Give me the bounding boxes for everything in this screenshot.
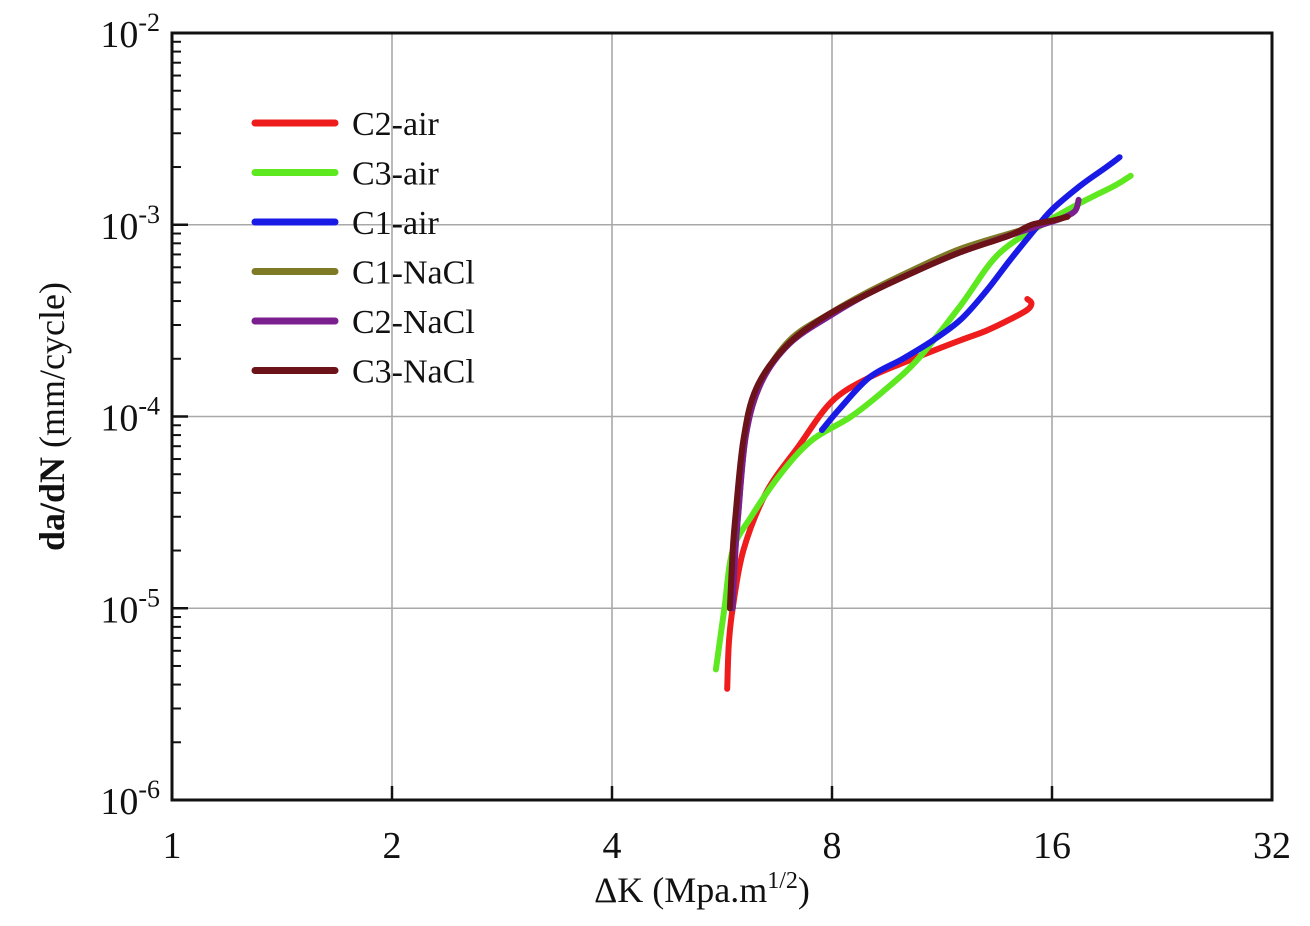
series-line-c1-air — [818, 154, 1123, 433]
y-tick-label: 10-4 — [100, 392, 160, 440]
x-tick-label: 1 — [163, 825, 182, 867]
x-tick-label: 2 — [383, 825, 402, 867]
legend-label: C2-air — [352, 106, 440, 143]
x-axis-title: ΔK (Mpa.m1/2) — [594, 868, 810, 910]
y-axis-title-rest: (mm/cycle) — [32, 282, 72, 457]
grid-lines — [172, 33, 1272, 800]
y-tick-labels: 10-6 10-5 10-4 10-3 10-2 — [100, 8, 160, 823]
x-tick-label: 32 — [1253, 825, 1291, 867]
y-axis-title-bold: da/dN — [32, 457, 72, 551]
x-tick-label: 16 — [1033, 825, 1071, 867]
legend-label: C3-air — [352, 156, 440, 193]
y-axis-title: da/dN (mm/cycle) — [32, 282, 72, 551]
series-layer — [712, 154, 1134, 692]
legend-label: C1-air — [352, 205, 440, 242]
x-axis-title-end: ) — [798, 870, 810, 910]
legend-label: C1-NaCl — [352, 255, 475, 292]
x-tick-label: 4 — [603, 825, 622, 867]
x-axis-title-main: ΔK (Mpa.m — [594, 870, 767, 910]
y-tick-label: 10-6 — [100, 775, 160, 823]
series-line-c3-nacl — [726, 213, 1071, 612]
series-line-c3-air — [712, 172, 1134, 673]
x-axis-title-sup: 1/2 — [767, 868, 798, 894]
y-tick-label: 10-2 — [100, 8, 160, 56]
legend: C2-air C3-air C1-air C1-NaCl C2-NaCl C3-NaCl — [251, 106, 475, 391]
axis-ticks — [170, 31, 1274, 802]
y-tick-label: 10-5 — [100, 583, 160, 631]
x-tick-label: 8 — [823, 825, 842, 867]
legend-label: C2-NaCl — [352, 304, 475, 341]
y-tick-label: 10-3 — [100, 200, 160, 248]
legend-label: C3-NaCl — [352, 354, 475, 391]
x-tick-labels: 1 2 4 8 16 32 — [163, 825, 1292, 867]
series-line-c2-nacl — [729, 196, 1082, 612]
